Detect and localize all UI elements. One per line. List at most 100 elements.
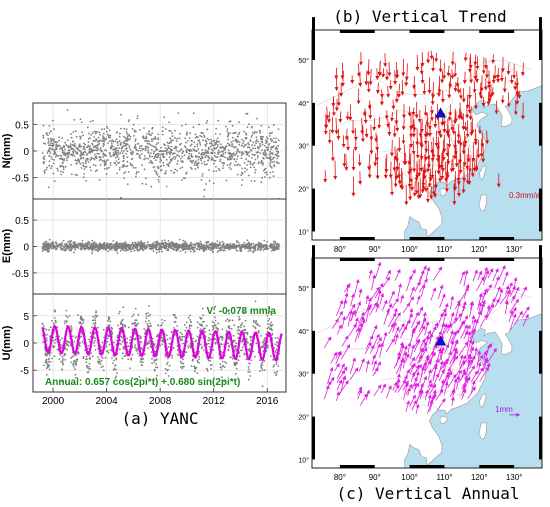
data-point	[200, 135, 203, 138]
data-point	[147, 149, 150, 152]
data-point	[78, 160, 81, 162]
data-point	[106, 337, 109, 340]
data-point	[139, 340, 142, 343]
data-point	[64, 154, 67, 157]
data-point	[147, 304, 150, 307]
data-point	[120, 244, 123, 247]
data-point	[193, 164, 196, 167]
data-point	[251, 163, 254, 166]
data-point	[75, 354, 77, 357]
data-point	[211, 148, 213, 151]
data-point	[269, 323, 272, 326]
data-point	[80, 335, 83, 338]
data-point	[104, 356, 107, 359]
data-point	[268, 310, 271, 313]
data-point	[270, 146, 272, 149]
data-point	[136, 352, 139, 355]
data-point	[172, 139, 174, 142]
data-point	[229, 245, 231, 248]
data-point	[271, 152, 274, 155]
data-point	[259, 144, 262, 147]
data-point	[129, 135, 132, 138]
data-point	[129, 138, 131, 141]
data-point	[199, 324, 202, 327]
data-point	[138, 376, 141, 378]
data-point	[240, 174, 243, 177]
data-point	[215, 147, 218, 150]
data-point	[45, 329, 48, 331]
data-point	[88, 241, 91, 244]
data-point	[238, 315, 241, 318]
data-point	[236, 158, 239, 160]
data-point	[61, 380, 63, 383]
data-point	[68, 145, 71, 148]
data-point	[77, 148, 80, 151]
data-point	[237, 163, 240, 166]
data-point	[132, 313, 135, 316]
data-point	[189, 166, 192, 169]
data-point	[235, 152, 238, 155]
data-point	[230, 88, 232, 90]
data-point	[90, 147, 92, 150]
data-point	[160, 243, 163, 246]
data-point	[196, 155, 199, 158]
data-point	[265, 139, 267, 142]
data-point	[74, 173, 77, 176]
data-point	[50, 167, 52, 170]
data-point	[261, 345, 263, 348]
data-point	[51, 357, 54, 360]
data-point	[223, 162, 226, 165]
data-point	[132, 151, 134, 154]
data-point	[144, 140, 147, 142]
data-point	[122, 160, 125, 163]
data-point	[121, 352, 124, 355]
data-point	[238, 141, 241, 144]
data-point	[248, 146, 251, 149]
data-point	[236, 241, 239, 244]
data-point	[196, 166, 199, 169]
data-point	[148, 142, 151, 145]
data-point	[278, 245, 280, 248]
data-point	[240, 157, 243, 160]
data-point	[144, 147, 147, 150]
data-point	[91, 132, 94, 135]
data-point	[238, 333, 241, 336]
data-point	[240, 326, 242, 329]
data-point	[215, 141, 218, 144]
data-point	[272, 141, 275, 144]
data-point	[93, 248, 95, 250]
data-point	[215, 246, 218, 249]
data-point	[258, 325, 261, 327]
data-point	[166, 141, 169, 144]
data-point	[61, 137, 64, 140]
data-point	[103, 141, 106, 143]
data-point	[54, 310, 57, 313]
data-point	[230, 152, 232, 155]
data-point	[117, 158, 120, 161]
data-point	[101, 140, 104, 143]
data-point	[162, 143, 165, 146]
data-point	[277, 248, 280, 251]
data-point	[120, 142, 122, 144]
data-point	[239, 164, 241, 167]
data-point	[119, 143, 122, 146]
data-point	[155, 358, 158, 361]
data-point	[253, 166, 255, 169]
data-point	[167, 383, 170, 386]
data-point	[183, 154, 186, 157]
data-point	[199, 318, 202, 320]
data-point	[85, 355, 88, 358]
data-point	[276, 337, 279, 339]
lat-tick-label: 20°	[298, 186, 309, 194]
data-point	[227, 349, 230, 352]
data-point	[165, 334, 168, 337]
data-point	[215, 326, 218, 329]
data-point	[144, 320, 147, 323]
data-point	[179, 366, 182, 368]
data-point	[85, 180, 87, 182]
data-point	[165, 372, 167, 375]
data-point	[188, 137, 191, 139]
data-point	[271, 329, 274, 332]
data-point	[211, 247, 214, 249]
data-point	[115, 160, 118, 163]
